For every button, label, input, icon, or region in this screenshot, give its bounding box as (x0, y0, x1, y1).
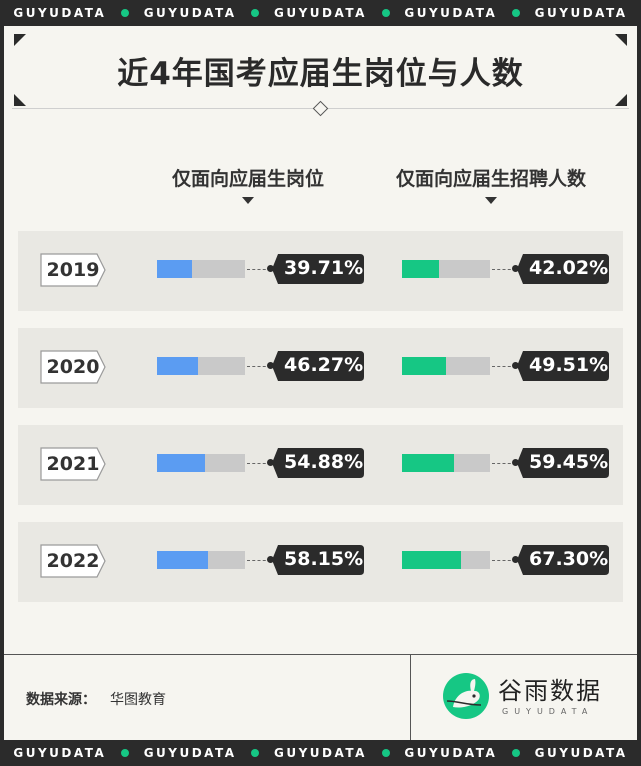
source-label: 数据来源： (26, 692, 96, 708)
chart-row: 2022 58.15% 67.30% (18, 522, 623, 602)
bar-fill (402, 260, 439, 278)
rabbit-logo-icon (443, 673, 489, 719)
positions-header: 仅面向应届生岗位 (138, 164, 358, 204)
chart-row: 2021 54.88% 59.45% (18, 425, 623, 505)
corner-decoration (615, 34, 627, 46)
bar-track (402, 260, 490, 278)
source-value: 华图教育 (110, 692, 166, 708)
bar-fill (157, 551, 209, 569)
connector-dot (512, 459, 519, 466)
chart-row: 2019 39.71% 42.02% (18, 231, 623, 311)
dot-icon (381, 749, 390, 757)
banner-text: GUYUDATA (143, 746, 237, 760)
bar-fill (402, 454, 455, 472)
bar-track (402, 357, 490, 375)
bar-fill (157, 357, 198, 375)
connector-dot (267, 362, 274, 369)
value-text: 67.30% (529, 548, 609, 570)
value-text: 49.51% (529, 354, 609, 376)
value-text: 46.27% (284, 354, 364, 376)
year-label-box: 2019 (40, 253, 106, 287)
value-text: 42.02% (529, 257, 609, 279)
year-label: 2021 (46, 453, 100, 475)
dashed-connector (247, 560, 271, 561)
bar-fill (157, 260, 192, 278)
dot-icon (120, 749, 129, 757)
year-label: 2022 (46, 550, 100, 572)
title-box: 近4年国考应届生岗位与人数 (12, 32, 629, 109)
top-banner: GUYUDATA GUYUDATA GUYUDATA GUYUDATA GUYU… (0, 0, 641, 26)
value-text: 39.71% (284, 257, 364, 279)
connector-dot (512, 556, 519, 563)
year-label-box: 2021 (40, 447, 106, 481)
brand-name: 谷雨数据 (498, 677, 602, 705)
banner-text: GUYUDATA (13, 6, 107, 20)
year-label: 2020 (46, 356, 100, 378)
bar-fill (402, 357, 446, 375)
banner-text: GUYUDATA (143, 6, 237, 20)
year-label-box: 2020 (40, 350, 106, 384)
bar-track (157, 454, 245, 472)
bar-track (157, 551, 245, 569)
corner-decoration (615, 94, 627, 106)
footer-divider (410, 655, 411, 741)
dashed-connector (247, 366, 271, 367)
dashed-connector (247, 269, 271, 270)
connector-dot (267, 265, 274, 272)
page-title: 近4年国考应届生岗位与人数 (117, 56, 524, 92)
corner-decoration (14, 94, 26, 106)
data-source: 数据来源： 华图教育 (26, 689, 166, 709)
bar-track (402, 551, 490, 569)
dashed-connector (492, 366, 516, 367)
banner-text: GUYUDATA (534, 6, 628, 20)
dot-icon (511, 749, 520, 757)
arrow-down-icon (485, 197, 497, 204)
card: 近4年国考应届生岗位与人数 仅面向应届生岗位 仅面向应届生招聘人数 2019 39… (4, 26, 637, 741)
dot-icon (381, 9, 390, 17)
dashed-connector (492, 463, 516, 464)
chart-row: 2020 46.27% 49.51% (18, 328, 623, 408)
value-text: 54.88% (284, 451, 364, 473)
banner-text: GUYUDATA (404, 746, 498, 760)
dot-icon (120, 9, 129, 17)
bar-track (402, 454, 490, 472)
value-text: 58.15% (284, 548, 364, 570)
arrow-down-icon (242, 197, 254, 204)
banner-text: GUYUDATA (274, 6, 367, 20)
brand-subtitle: GUYUDATA (502, 707, 594, 716)
dashed-connector (247, 463, 271, 464)
bottom-banner: GUYUDATA GUYUDATA GUYUDATA GUYUDATA GUYU… (0, 740, 641, 766)
banner-text: GUYUDATA (13, 746, 107, 760)
connector-dot (512, 362, 519, 369)
connector-dot (267, 556, 274, 563)
footer: 数据来源： 华图教育 谷雨数据 GUYUDATA (4, 654, 637, 741)
recruits-header-label: 仅面向应届生招聘人数 (395, 168, 586, 190)
dashed-connector (492, 269, 516, 270)
dot-icon (251, 9, 260, 17)
dot-icon (511, 9, 520, 17)
bar-fill (402, 551, 462, 569)
dot-icon (251, 749, 260, 757)
banner-text: GUYUDATA (404, 6, 498, 20)
bar-fill (157, 454, 206, 472)
banner-text: GUYUDATA (534, 746, 628, 760)
dashed-connector (492, 560, 516, 561)
year-label: 2019 (46, 259, 100, 281)
recruits-header: 仅面向应届生招聘人数 (381, 164, 601, 204)
connector-dot (512, 265, 519, 272)
banner-text: GUYUDATA (274, 746, 367, 760)
connector-dot (267, 459, 274, 466)
bar-track (157, 357, 245, 375)
year-label-box: 2022 (40, 544, 106, 578)
value-text: 59.45% (529, 451, 609, 473)
corner-decoration (14, 34, 26, 46)
positions-header-label: 仅面向应届生岗位 (171, 168, 324, 190)
bar-track (157, 260, 245, 278)
